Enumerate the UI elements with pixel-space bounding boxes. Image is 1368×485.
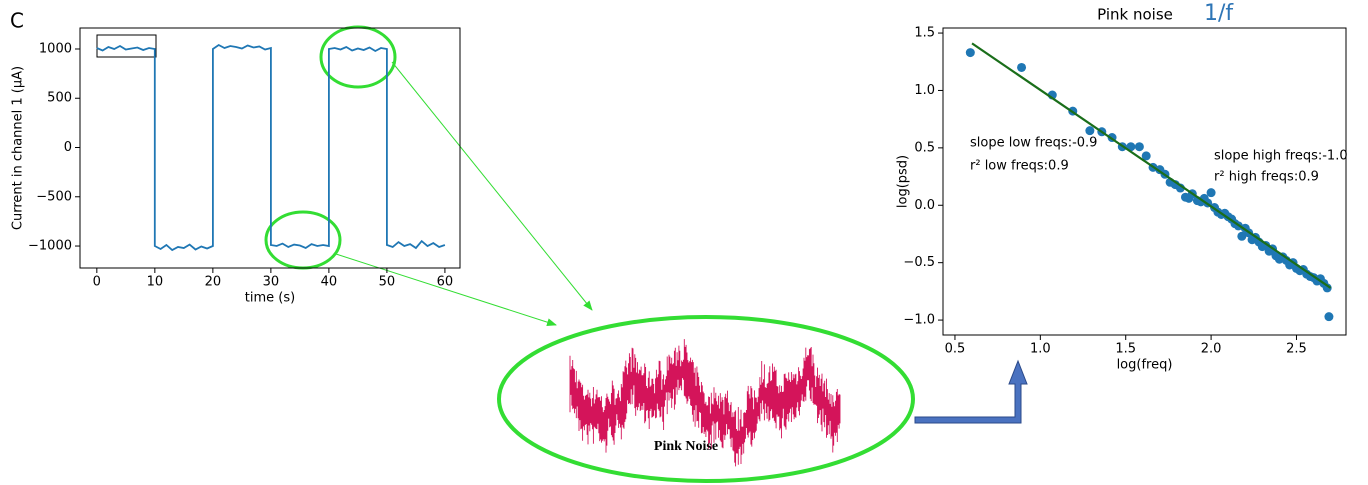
x-tick-label: 60 <box>437 275 454 290</box>
y-tick-label: 500 <box>47 91 72 106</box>
point <box>1085 126 1095 136</box>
point <box>1237 231 1247 241</box>
annotation: r² high freqs:0.9 <box>1214 170 1319 185</box>
point <box>1324 312 1334 322</box>
annotation: r² low freqs:0.9 <box>970 159 1069 174</box>
x-axis-label: log(freq) <box>1117 358 1173 373</box>
y-tick-label: 0 <box>64 140 72 155</box>
y-tick-label: −500 <box>36 189 72 204</box>
flow-arrow <box>914 359 1028 424</box>
point <box>1141 151 1151 161</box>
y-tick-label: 0.0 <box>914 198 935 213</box>
fit-line <box>971 42 1332 289</box>
pink-noise-trace <box>569 339 841 467</box>
arrow <box>391 61 593 311</box>
inset-box <box>96 34 157 58</box>
y-tick-label: 1.0 <box>914 83 935 98</box>
y-tick-label: 1.5 <box>914 26 935 41</box>
x-axis-label: time (s) <box>245 291 295 306</box>
point <box>1134 142 1144 152</box>
annotation: slope high freqs:-1.0 <box>1214 149 1348 164</box>
x-tick-label: 50 <box>379 275 396 290</box>
x-tick-label: 10 <box>147 275 164 290</box>
plot-frame <box>79 27 461 269</box>
x-tick-label: 2.0 <box>1201 342 1222 357</box>
inset-label: Pink Noise <box>654 439 718 454</box>
chart-title: Pink noise <box>1097 6 1173 24</box>
point <box>1017 62 1027 72</box>
title-note: 1/f <box>1204 1 1234 26</box>
y-tick-label: 1000 <box>39 41 72 56</box>
x-tick-label: 1.0 <box>1030 342 1051 357</box>
point <box>1206 188 1216 198</box>
y-tick-label: −1.0 <box>903 313 935 328</box>
y-tick-label: 0.5 <box>914 140 935 155</box>
x-tick-label: 2.5 <box>1286 342 1307 357</box>
x-tick-label: 40 <box>321 275 338 290</box>
x-tick-label: 30 <box>263 275 280 290</box>
y-axis-label: Current in channel 1 (μA) <box>11 66 26 230</box>
plot-frame <box>942 27 1347 336</box>
point <box>965 48 975 58</box>
y-axis-label: log(psd) <box>896 155 911 208</box>
arrow <box>335 253 557 327</box>
noise-lines <box>569 339 841 467</box>
y-tick-label: −0.5 <box>903 255 935 270</box>
noise-ellipse <box>497 315 915 483</box>
signal-line <box>96 43 446 252</box>
y-tick-label: −1000 <box>28 239 72 254</box>
panel-label: C <box>10 9 24 33</box>
x-tick-label: 0.5 <box>945 342 966 357</box>
point <box>1322 283 1332 293</box>
highlight-ellipse <box>319 25 397 89</box>
x-tick-label: 1.5 <box>1115 342 1136 357</box>
x-tick-label: 0 <box>93 275 101 290</box>
annotation: slope low freqs:-0.9 <box>970 136 1097 151</box>
x-tick-label: 20 <box>205 275 222 290</box>
